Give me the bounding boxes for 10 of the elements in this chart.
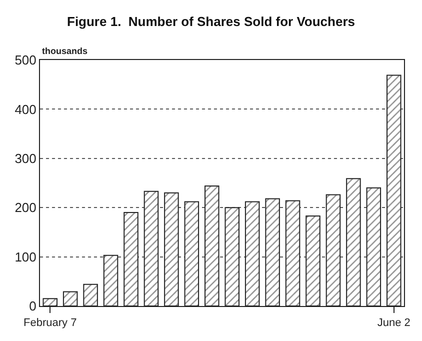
x-tick-label: June 2 (377, 317, 410, 330)
y-tick-label: 300 (14, 150, 36, 166)
y-tick-label: 400 (14, 102, 36, 117)
y-tick-label: 0 (29, 298, 36, 314)
y-tick-label: 200 (14, 200, 36, 216)
x-tick-label: February 7 (24, 317, 77, 330)
chart-title: Figure 1. Number of Shares Sold for Vouchers (67, 14, 355, 30)
y-tick-label: 100 (14, 249, 36, 264)
y-axis-title: thousands (42, 46, 88, 56)
y-tick-label: 500 (14, 52, 36, 68)
